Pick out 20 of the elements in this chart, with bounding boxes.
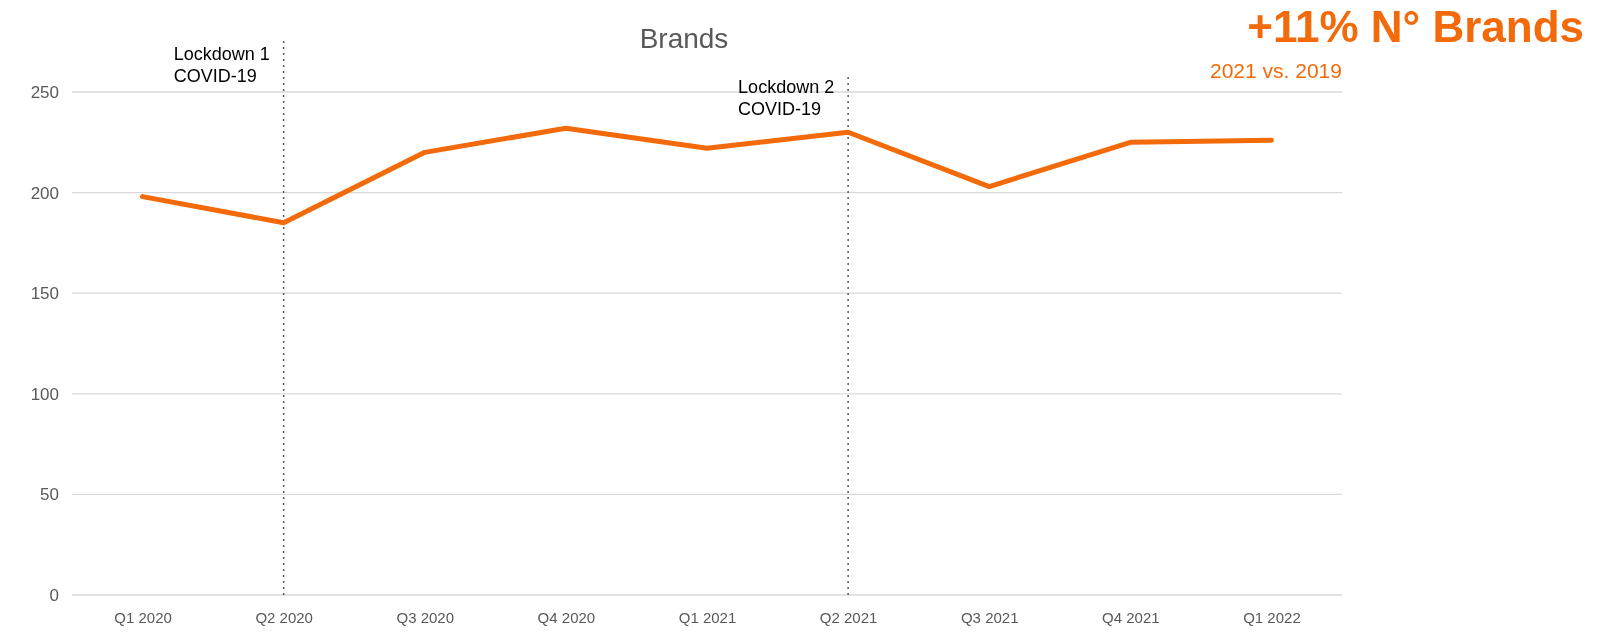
x-tick-label: Q2 2021 (819, 608, 878, 626)
ref-line-label: Lockdown 1 COVID-19 (173, 44, 270, 86)
y-tick-label: 150 (30, 284, 59, 304)
x-tick-label: Q4 2021 (1102, 608, 1160, 626)
x-tick-label: Q3 2021 (960, 608, 1019, 626)
y-tick-label: 100 (30, 384, 59, 404)
chart-title: Brands (639, 23, 729, 54)
text: 2021 vs. 2019 (1210, 59, 1342, 82)
x-tick-label: Q2 2020 (255, 608, 313, 626)
x-tick-label: Q1 2020 (114, 608, 172, 626)
y-tick-label: 200 (30, 183, 59, 203)
y-tick-label: 250 (30, 82, 59, 102)
y-tick-label: 0 (49, 585, 59, 605)
x-tick-label: Q1 2022 (1243, 608, 1301, 626)
ref-line-label: Lockdown 2 COVID-19 (738, 77, 835, 119)
x-tick-label: Q3 2020 (396, 608, 455, 626)
y-tick-label: 50 (40, 485, 59, 505)
x-tick-label: Q4 2020 (537, 608, 596, 626)
x-tick-label: Q1 2021 (678, 608, 737, 626)
text: +11% N° Brands (1247, 2, 1584, 51)
